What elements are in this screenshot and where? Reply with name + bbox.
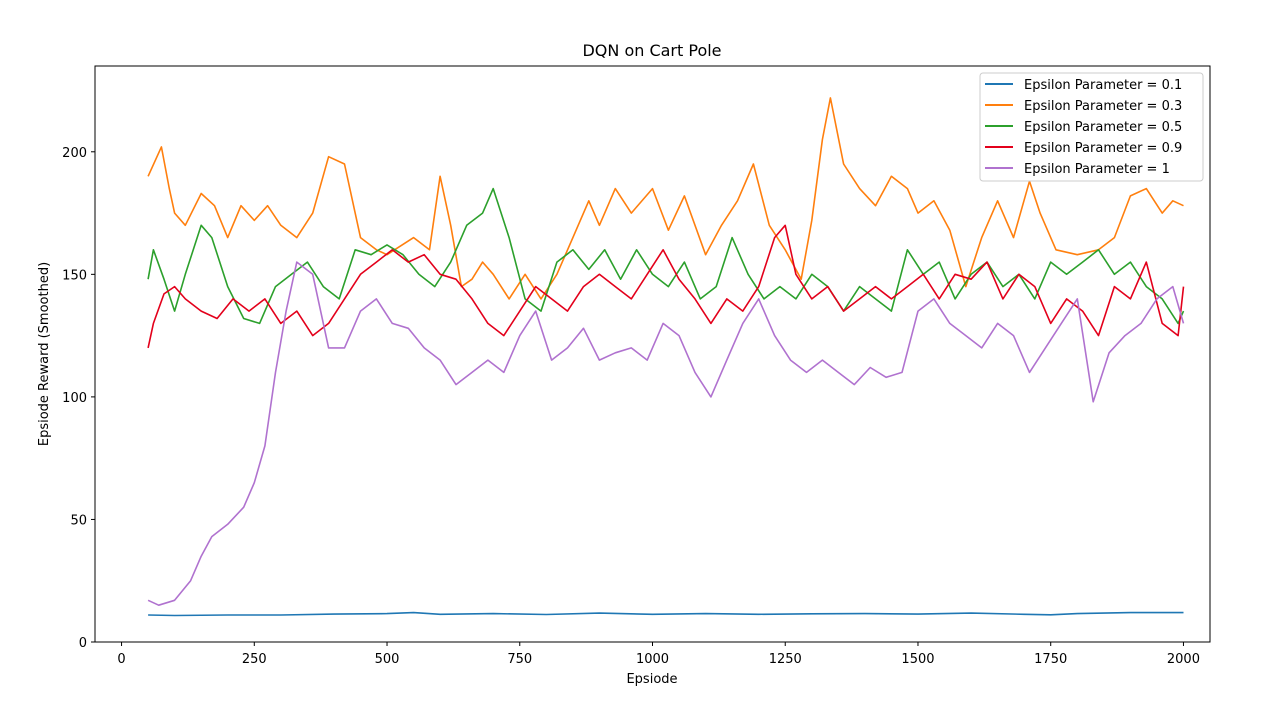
y-axis-label: Epsiode Reward (Smoothed) (37, 262, 52, 446)
x-tick-label: 0 (117, 652, 125, 667)
x-axis-label: Epsiode (626, 672, 677, 687)
series-line-3 (147, 187, 1185, 325)
x-axis-ticks: 0 250 500 750 1000 1250 1500 1750 2000 (117, 642, 1200, 667)
legend-label: Epsilon Parameter = 0.9 (1024, 141, 1182, 156)
x-tick-label: 1500 (901, 652, 934, 667)
x-tick-label: 1750 (1034, 652, 1067, 667)
series-line-2 (147, 97, 1184, 300)
legend: Epsilon Parameter = 0.1 Epsilon Parameter… (979, 72, 1204, 182)
y-tick-label: 0 (79, 636, 87, 651)
chart-title: DQN on Cart Pole (582, 41, 721, 60)
legend-label: Epsilon Parameter = 0.5 (1024, 120, 1182, 135)
y-tick-label: 150 (62, 268, 87, 283)
legend-label: Epsilon Parameter = 0.3 (1024, 99, 1182, 114)
legend-box (979, 72, 1204, 182)
x-tick-label: 750 (507, 652, 532, 667)
y-tick-label: 100 (62, 391, 87, 406)
series-line-5 (147, 261, 1185, 607)
series-layer (147, 97, 1185, 617)
y-axis-ticks: 0 50 100 150 200 (62, 146, 95, 651)
series-line-1 (148, 611, 1184, 617)
legend-label: Epsilon Parameter = 1 (1024, 162, 1170, 177)
legend-label: Epsilon Parameter = 0.1 (1024, 78, 1182, 93)
x-tick-label: 2000 (1167, 652, 1200, 667)
y-tick-label: 200 (62, 146, 87, 161)
x-tick-label: 250 (242, 652, 267, 667)
y-tick-label: 50 (70, 513, 87, 528)
x-tick-label: 500 (375, 652, 400, 667)
x-tick-label: 1250 (769, 652, 802, 667)
series-line-4 (147, 224, 1185, 349)
x-tick-label: 1000 (636, 652, 669, 667)
